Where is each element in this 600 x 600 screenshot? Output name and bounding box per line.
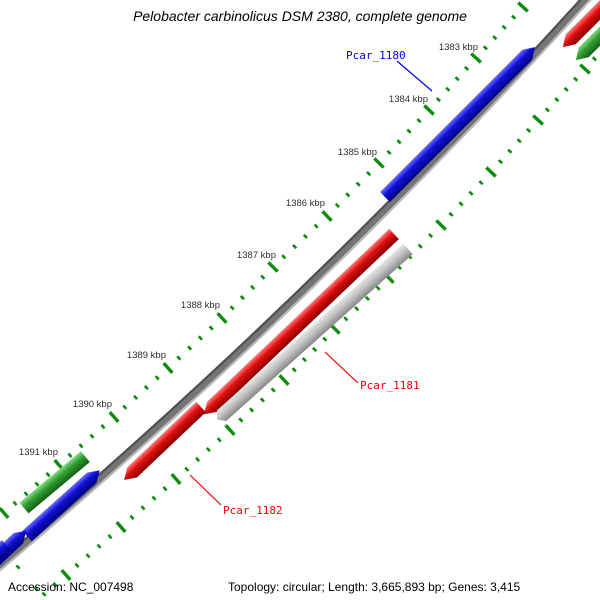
status-accession: Accession: NC_007498 [8,580,134,594]
tick-label-1386: 1386 kbp [286,198,325,209]
label-pcar-1181[interactable]: Pcar_1181 [360,379,420,392]
label-pcar-1180[interactable]: Pcar_1180 [346,49,406,62]
leader-pcar-1181 [324,351,359,384]
tick-label-1389: 1389 kbp [127,350,166,361]
gene-arrow-unlabeled-gray[interactable] [212,243,413,425]
tick-label-1384: 1384 kbp [389,94,428,105]
leader-pcar-1180 [396,60,433,92]
tick-label-1387: 1387 kbp [237,250,276,261]
status-summary: Topology: circular; Length: 3,665,893 bp… [228,580,521,594]
kbp-tick-labels: 1383 kbp 1384 kbp 1385 kbp 1386 kbp 1387… [19,42,478,458]
gene-arrow-pcar-1182[interactable] [119,401,206,485]
gene-arrow-red-topright[interactable] [558,0,600,52]
leader-pcar-1182 [189,474,222,506]
ruler-lower [41,56,597,597]
gene-fragment-blue-corner[interactable] [0,540,12,568]
gene-arrow-pcar-1180[interactable] [380,42,540,202]
gene-arrow-blue-bottomleft[interactable] [22,465,104,542]
status-bar: Accession: NC_007498 Topology: circular;… [0,578,600,594]
page-title: Pelobacter carbinolicus DSM 2380, comple… [133,8,467,24]
label-pcar-1182[interactable]: Pcar_1182 [223,504,283,517]
gene-arrow-pcar-1181[interactable] [199,228,399,420]
tick-label-1390: 1390 kbp [73,399,112,410]
gene-arrow-green-topright[interactable] [571,24,600,65]
gene-block-green-bottomleft[interactable] [19,451,90,514]
tick-label-1391: 1391 kbp [19,447,58,458]
tick-label-1385: 1385 kbp [338,147,377,158]
tick-label-1388: 1388 kbp [181,300,220,311]
stray-dots [15,564,39,592]
tick-label-1383: 1383 kbp [439,42,478,53]
